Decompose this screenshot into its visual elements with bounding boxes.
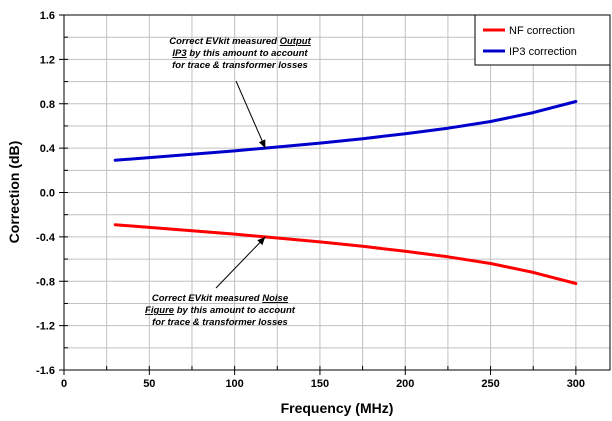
- series-line: [113, 223, 578, 285]
- annotation-text: by this amount to account: [187, 48, 309, 59]
- legend-label: NF correction: [509, 25, 575, 37]
- annotation-text: Correct EVkit measured: [169, 36, 279, 47]
- y-tick-label: -1.2: [36, 321, 55, 333]
- x-tick-label: 100: [225, 378, 243, 390]
- annotation-line: for trace & transformer losses: [172, 60, 308, 71]
- annotation-text: Figure: [145, 305, 175, 316]
- annotation-text: Correct EVkit measured: [152, 293, 262, 304]
- y-tick-label: -1.6: [36, 365, 55, 377]
- annotation-arrowhead: [258, 139, 266, 149]
- annotation-line: Correct EVkit measured Noise: [152, 293, 289, 304]
- series-line: [113, 100, 578, 162]
- annotation-arrow: [235, 80, 266, 149]
- y-tick-label: -0.4: [36, 232, 56, 244]
- annotation-arrow: [215, 236, 266, 289]
- annotation-arrowhead: [257, 236, 266, 246]
- y-tick-label: 1.2: [40, 54, 55, 66]
- y-axis-label: Correction (dB): [6, 141, 22, 244]
- x-tick-label: 300: [567, 378, 585, 390]
- annotation-line: IP3 by this amount to account: [172, 48, 308, 59]
- series-lines: [113, 100, 578, 285]
- annotation-line: for trace & transformer losses: [152, 317, 288, 328]
- annotation-text: Output: [280, 36, 312, 47]
- x-axis-label: Frequency (MHz): [281, 400, 394, 416]
- axis-ticks: 0 50 100 150 200 250 300 -1.6 -1.2 -0.8 -0.4 0.0 0.4…: [36, 10, 585, 390]
- y-tick-label: 0.8: [40, 99, 55, 111]
- annotation-text: for trace & transformer losses: [172, 60, 308, 71]
- legend: NF correction IP3 correction: [474, 14, 611, 66]
- y-tick-label: 1.6: [40, 10, 55, 22]
- legend-box: [474, 14, 611, 66]
- annotation-line: Correct EVkit measured Output: [169, 36, 311, 47]
- x-tick-label: 200: [396, 378, 414, 390]
- x-tick-label: 250: [481, 378, 499, 390]
- y-tick-label: -0.8: [36, 276, 55, 288]
- annotation-text: IP3: [172, 48, 187, 59]
- annotation-text: Noise: [262, 293, 289, 304]
- legend-label: IP3 correction: [509, 46, 577, 58]
- annotation-text: for trace & transformer losses: [152, 317, 288, 328]
- x-tick-label: 50: [143, 378, 155, 390]
- x-tick-label: 150: [311, 378, 329, 390]
- annotation-text: by this amount to account: [174, 305, 296, 316]
- annotation-line: Figure by this amount to account: [145, 305, 296, 316]
- y-tick-label: 0.4: [40, 143, 56, 155]
- x-tick-label: 0: [61, 378, 67, 390]
- y-tick-label: 0.0: [40, 188, 55, 200]
